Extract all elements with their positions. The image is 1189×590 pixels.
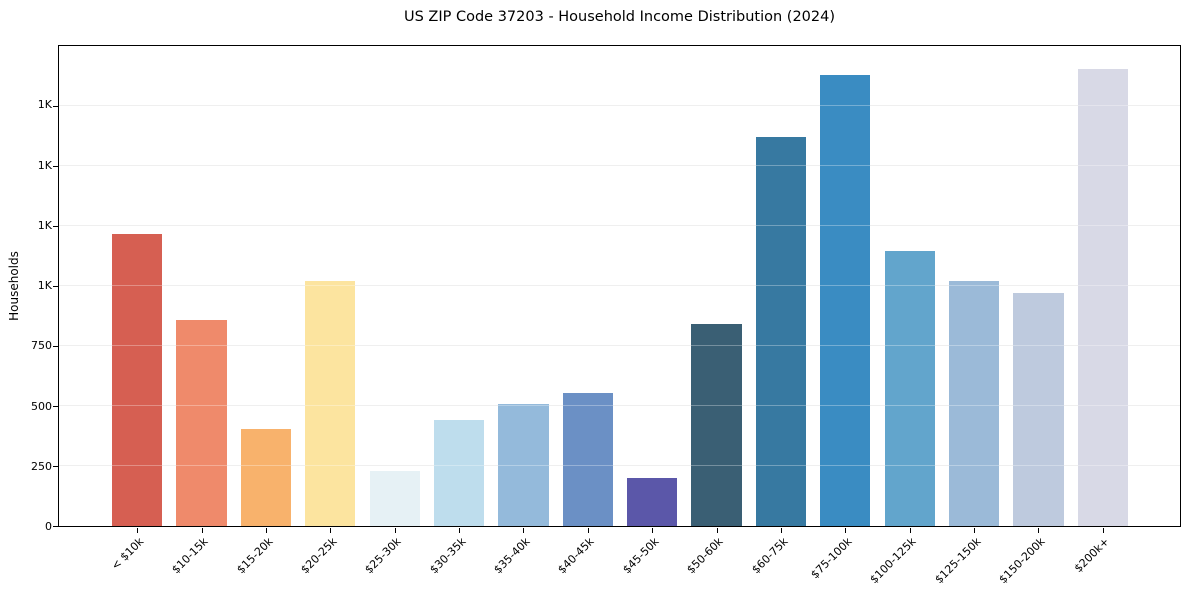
x-tick-label: $35-40k [491, 535, 533, 577]
bar-slot: $150-200k [996, 46, 1070, 586]
y-tick-label: 0 [45, 520, 52, 533]
y-axis-tick-labels: 0 250 500 750 1K 1K 1K 1K [0, 45, 52, 533]
bar [627, 478, 678, 526]
bar-slot: $200k+ [1071, 46, 1135, 575]
y-tick-mark [52, 525, 58, 527]
x-tick-label: $60-75k [748, 535, 791, 577]
bar [691, 324, 742, 526]
bar [755, 137, 807, 526]
gridline [59, 465, 1180, 466]
y-tick-mark [52, 225, 58, 227]
x-tick-label: $150-200k [996, 535, 1048, 587]
bar-slot: $30-35k [427, 46, 491, 576]
x-tick-mark [652, 527, 654, 533]
x-tick-label: $200k+ [1071, 535, 1113, 576]
x-tick-label: $45-50k [620, 535, 662, 577]
y-tick-label: 1K [37, 218, 52, 232]
bar-slot: $125-150k [932, 46, 1006, 586]
y-tick-label: 1K [37, 158, 52, 172]
x-tick-label: < $10k [108, 535, 147, 573]
bar [1077, 68, 1128, 526]
bar [820, 74, 871, 526]
x-tick-mark [974, 527, 976, 533]
x-tick-mark [137, 527, 139, 533]
gridline [59, 285, 1180, 286]
x-tick-label: $30-35k [426, 535, 469, 577]
x-tick-label: $10-15k [169, 535, 211, 577]
gridline [59, 345, 1180, 346]
y-tick-label: 500 [31, 399, 52, 413]
x-tick-label: $40-45k [555, 535, 598, 577]
bar [948, 281, 1000, 526]
y-tick-mark [52, 105, 58, 107]
x-tick-mark [716, 527, 718, 533]
x-tick-label: $50-60k [684, 535, 726, 577]
bar [433, 420, 485, 526]
x-tick-label: $100-125k [867, 535, 919, 587]
gridline [59, 225, 1180, 226]
x-tick-label: $20-25k [298, 535, 340, 577]
bar [498, 403, 549, 526]
bar-slot: $10-15k [169, 46, 233, 576]
y-tick-label: 1K [37, 98, 52, 112]
bar-slot: $15-20k [234, 46, 298, 576]
bar-slot: $60-75k [749, 46, 813, 576]
x-tick-mark [845, 527, 847, 533]
bar-slot: $75-100k [808, 46, 877, 581]
bar-slot: $35-40k [491, 46, 555, 576]
bar-slot: $50-60k [684, 46, 748, 576]
x-tick-mark [587, 527, 589, 533]
gridlines [59, 46, 1180, 526]
bar-slot: $100-125k [868, 46, 942, 586]
bar-slot: $20-25k [298, 46, 362, 576]
x-tick-mark [394, 527, 396, 533]
y-tick-mark [52, 345, 58, 347]
gridline [59, 105, 1180, 106]
bar [112, 234, 163, 526]
bar [1013, 293, 1064, 526]
bar-slot: $25-30k [363, 46, 427, 576]
y-tick-mark [52, 165, 58, 167]
chart-title: US ZIP Code 37203 - Household Income Dis… [403, 9, 836, 25]
gridline [59, 165, 1180, 166]
x-tick-mark [330, 527, 332, 533]
y-tick-label: 250 [31, 459, 52, 473]
bar-slot: < $10k [105, 46, 169, 573]
y-tick-mark [52, 405, 58, 407]
x-tick-label: $75-100k [808, 535, 855, 582]
y-tick-mark [52, 285, 58, 287]
bars-layer: < $10k $10-15k $15-20k $20-25k $25-30k $30-35… [59, 46, 1180, 586]
x-tick-label: $25-30k [362, 535, 404, 577]
x-tick-mark [1102, 527, 1104, 533]
plot-area: < $10k $10-15k $15-20k $20-25k $25-30k $30-35… [52, 45, 1181, 586]
x-tick-mark [201, 527, 203, 533]
bar-slot: $45-50k [620, 46, 684, 576]
x-tick-mark [780, 527, 782, 533]
gridline [59, 405, 1180, 406]
bar [369, 470, 420, 526]
y-tick-label: 1K [37, 279, 52, 292]
bar [562, 392, 613, 526]
y-tick-label: 750 [31, 339, 52, 353]
x-tick-mark [1038, 527, 1040, 533]
x-tick-label: $15-20k [233, 535, 276, 577]
x-tick-mark [265, 527, 267, 533]
bar [176, 319, 227, 526]
bar-slot: $40-45k [556, 46, 620, 576]
x-tick-mark [523, 527, 525, 533]
bar [240, 428, 292, 526]
x-tick-mark [909, 527, 911, 533]
x-tick-mark [459, 527, 461, 533]
bar [884, 251, 935, 526]
bar [305, 281, 356, 526]
y-tick-mark [52, 465, 58, 467]
x-tick-label: $125-150k [932, 535, 984, 587]
